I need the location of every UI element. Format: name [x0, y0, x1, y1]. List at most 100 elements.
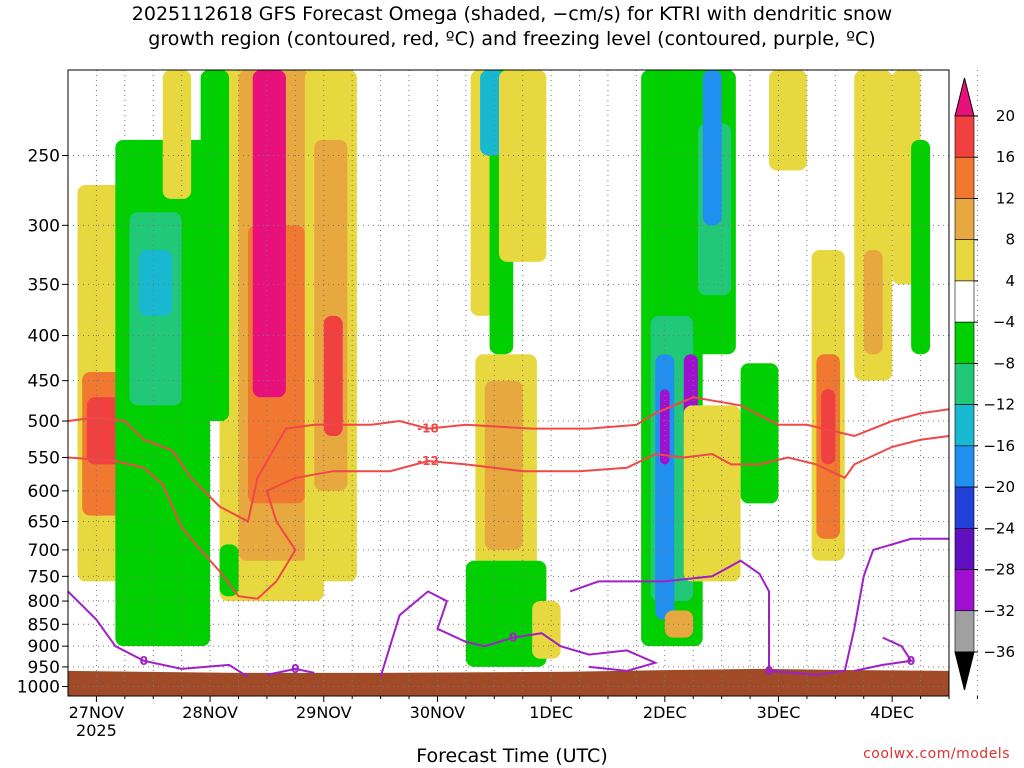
contour-label-1: -12 [417, 454, 439, 468]
xtick-label-6: 3DEC [757, 703, 801, 722]
contour-label-2: 0 [140, 654, 148, 668]
colorbar-label-3: 8 [1005, 231, 1015, 249]
contour-3 [266, 667, 315, 676]
contour-2 [67, 590, 249, 678]
xtick-label-1: 28NOV [182, 703, 238, 722]
xtick-label-3: 30NOV [410, 703, 466, 722]
colorbar-swatch-1 [954, 115, 975, 158]
omega-cell-14 [219, 544, 239, 597]
ground-fill [68, 668, 949, 696]
contour-label-3: 0 [291, 662, 299, 676]
omega-cell-13 [323, 315, 343, 437]
xtick-label-5: 2DEC [643, 703, 687, 722]
ytick-label-850: 850 [28, 615, 60, 635]
colorbar-swatch-10 [954, 486, 975, 529]
ytick-label-650: 650 [28, 513, 60, 533]
omega-cell-22 [465, 560, 547, 667]
ytick-label-250: 250 [28, 146, 60, 166]
contour-4 [379, 590, 659, 678]
colorbar-swatch-11 [954, 528, 975, 570]
xtick-label-0: 27NOV [69, 703, 125, 722]
colorbar-swatch-6 [954, 321, 975, 364]
colorbar-label-2: 12 [996, 189, 1015, 207]
ytick-label-450: 450 [28, 372, 60, 392]
omega-cells [77, 70, 931, 667]
ytick-label-350: 350 [28, 275, 60, 295]
contour-label-6: 0 [907, 654, 915, 668]
colorbar-bottom-arrow [954, 651, 975, 691]
ytick-label-900: 900 [28, 637, 60, 657]
omega-cell-32 [664, 610, 694, 638]
ytick-label-400: 400 [28, 327, 60, 347]
ytick-label-600: 600 [28, 482, 60, 502]
colorbar-swatch-2 [954, 156, 975, 199]
omega-cell-42 [911, 139, 931, 355]
omega-cell-38 [821, 389, 836, 465]
colorbar-swatch-9 [954, 445, 975, 488]
contour-6 [854, 636, 913, 672]
ytick-label-750: 750 [28, 567, 60, 587]
x-axis-title: Forecast Time (UTC) [416, 745, 608, 767]
colorbar-label-11: −28 [983, 561, 1015, 579]
colorbar-label-7: −12 [983, 396, 1015, 414]
colorbar-swatch-3 [954, 198, 975, 240]
y-axis-ticks: 2503003504004505005506006507007508008509… [17, 146, 68, 698]
colorbar-top-arrow [954, 77, 975, 117]
colorbar-swatch-4 [954, 239, 975, 282]
colorbar-swatch-5 [954, 280, 975, 323]
omega-cell-33 [683, 405, 741, 582]
omega-cell-31 [702, 70, 722, 226]
contour-5 [569, 537, 949, 676]
omega-cell-10 [252, 70, 286, 398]
contour-label-4: 0 [509, 631, 517, 645]
omega-cell-12 [314, 139, 348, 491]
xtick-label-2: 29NOV [296, 703, 352, 722]
colorbar: 20 16 12 8 4 −4 −8 −12 −16 −20 −24 −28 −32 −36 [954, 77, 1015, 691]
contour-0 [67, 396, 950, 523]
xtick-label-4: 1DEC [529, 703, 573, 722]
ground-terrain [68, 668, 949, 696]
colorbar-label-9: −20 [983, 478, 1015, 496]
colorbar-label-4: 4 [1005, 272, 1015, 290]
plot-frame [67, 69, 950, 697]
contour-1 [67, 435, 950, 600]
omega-cell-20 [480, 70, 504, 156]
colorbar-label-8: −16 [983, 437, 1015, 455]
contour-lines: -18 -12 0 0 0 0 0 [67, 396, 950, 678]
x-axis-ticks: 27NOV 28NOV 29NOV 30NOV 1DEC 2DEC 3DEC 4DEC 2025 [69, 696, 978, 740]
colorbar-label-1: 16 [996, 148, 1015, 166]
contour-label-0: -18 [417, 422, 439, 436]
colorbar-swatch-12 [954, 569, 975, 612]
omega-cell-40 [863, 250, 883, 355]
ytick-label-500: 500 [28, 412, 60, 432]
contour-label-5: 0 [765, 664, 773, 678]
grid-lines [68, 70, 978, 696]
chart-title: 2025112618 GFS Forecast Omega (shaded, −… [0, 2, 1024, 52]
colorbar-label-5: −4 [993, 313, 1015, 331]
ytick-label-950: 950 [28, 658, 60, 678]
omega-cell-5 [139, 250, 173, 316]
omega-cell-15 [200, 70, 230, 422]
xtick-label-7: 4DEC [870, 703, 914, 722]
colorbar-swatch-13 [954, 610, 975, 653]
colorbar-label-13: −36 [983, 643, 1015, 661]
ytick-label-300: 300 [28, 216, 60, 236]
title-line-2: growth region (contoured, red, ºC) and f… [148, 28, 876, 50]
colorbar-label-0: 20 [996, 107, 1015, 125]
colorbar-label-6: −8 [993, 354, 1015, 372]
colorbar-swatch-7 [954, 363, 975, 405]
credit-text: coolwx.com/models [863, 746, 1010, 762]
omega-cell-34 [740, 363, 779, 504]
omega-cell-23 [532, 601, 561, 659]
ytick-label-700: 700 [28, 541, 60, 561]
xtick-year-label: 2025 [76, 721, 117, 740]
omega-shading [77, 70, 931, 667]
colorbar-label-12: −32 [983, 602, 1015, 620]
omega-cell-2 [86, 397, 125, 465]
ytick-label-550: 550 [28, 449, 60, 469]
colorbar-label-10: −24 [983, 519, 1015, 537]
colorbar-swatch-8 [954, 404, 975, 447]
omega-cell-17 [484, 380, 523, 550]
omega-cell-35 [769, 70, 807, 171]
